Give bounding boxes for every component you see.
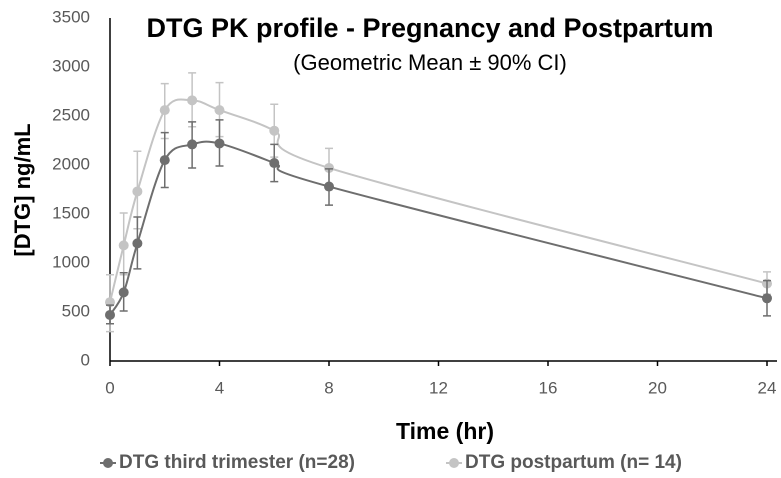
y-tick-label: 500 [62, 301, 90, 320]
data-point [132, 186, 143, 197]
y-tick-label: 1500 [52, 203, 90, 222]
series-line [109, 98, 768, 303]
data-point [269, 125, 280, 136]
data-point [762, 293, 772, 304]
y-tick-label: 2000 [52, 154, 90, 173]
y-tick-label: 1000 [52, 252, 90, 271]
data-point [214, 105, 225, 116]
x-tick-label: 4 [215, 378, 224, 397]
y-tick-label: 2500 [52, 105, 90, 124]
x-tick-label: 8 [324, 378, 333, 397]
series-line [109, 140, 768, 316]
y-axis-title: [DTG] ng/mL [10, 123, 35, 256]
y-tick-label: 3500 [52, 7, 90, 26]
legend-label: DTG postpartum (n= 14) [465, 452, 682, 473]
y-tick-label: 3000 [52, 56, 90, 75]
data-point [105, 309, 115, 320]
legend-marker [103, 458, 113, 468]
legend-label: DTG third trimester (n=28) [119, 452, 355, 473]
x-tick-label: 24 [758, 378, 777, 397]
data-point [118, 240, 129, 251]
data-point [324, 162, 334, 173]
legend-marker [449, 458, 459, 468]
y-tick-label: 0 [81, 350, 90, 369]
data-point [187, 139, 198, 150]
chart-subtitle: (Geometric Mean ± 90% CI) [293, 50, 567, 75]
x-tick-label: 20 [648, 378, 667, 397]
data-point [324, 181, 334, 192]
data-point [269, 158, 280, 169]
x-tick-label: 12 [429, 378, 448, 397]
data-point [159, 155, 170, 166]
data-point [132, 238, 143, 249]
data-point [118, 287, 129, 298]
data-point [214, 138, 225, 149]
chart-title: DTG PK profile - Pregnancy and Postpartu… [146, 13, 713, 43]
x-tick-label: 16 [539, 378, 558, 397]
x-axis-title: Time (hr) [396, 418, 494, 444]
data-point [159, 105, 170, 116]
data-point [187, 95, 198, 106]
x-tick-label: 0 [105, 378, 114, 397]
